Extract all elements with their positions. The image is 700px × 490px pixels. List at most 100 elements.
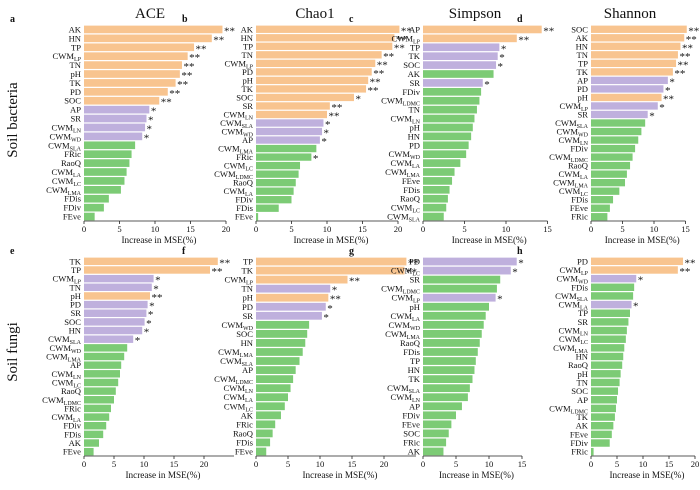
bar-ap [256,136,320,144]
panel-b: bAK **HN **TP **TN **CWMLP **PD **pH **TK **SOC *… [182,14,412,245]
bar-feve [84,212,95,221]
bar-feve [591,204,610,212]
panel-letter: d [517,14,523,25]
x-tick-label: 0 [254,224,258,234]
bar-cwm-ln [423,114,475,123]
significance-marker: ** [370,76,381,88]
significance-marker: ** [152,292,163,304]
bar-ph [423,302,489,311]
significance-marker: ** [329,110,340,122]
bar-raoq [591,361,623,369]
bar-tp [84,266,210,274]
category-label-ap: AP [242,365,253,375]
bar-cwm-lma [256,348,303,356]
x-axis-label: Increase in MSE(%) [293,235,368,245]
panel-letter: g [349,246,354,257]
bar-fdiv [423,411,456,420]
significance-marker: * [518,258,524,270]
bar-soc [256,330,308,338]
x-tick-label: 5 [117,224,121,234]
category-label-raoq: RaoQ [233,428,254,438]
significance-marker: * [332,285,338,297]
bar-tk [423,375,473,383]
category-label-ap: AP [242,135,253,145]
category-label-hn: HN [576,352,589,362]
category-label-fric: FRic [236,419,253,429]
category-label-ph: pH [242,75,253,85]
bar-feve [591,430,612,439]
category-label-tp: TP [410,42,420,52]
significance-marker: ** [678,59,689,71]
category-label-tn: TN [242,50,254,60]
bar-hn [423,366,475,374]
x-tick-label: 10 [151,224,160,234]
category-label-sr: SR [70,114,81,124]
x-tick-label: 5 [462,224,466,234]
category-label-fdiv: FDiv [63,421,81,431]
bar-raoq [423,339,480,347]
bar-cwm-lma [84,352,125,361]
significance-marker: * [633,301,639,313]
significance-marker: ** [518,34,529,46]
x-tick-label: 15 [348,459,357,469]
x-tick-label: 10 [316,459,325,469]
bar-raoq [256,178,296,187]
bar-hn [84,34,212,43]
category-label-ak: AK [576,421,589,431]
category-label-feve: FEve [63,447,81,457]
category-label-ap: AP [409,24,420,34]
bar-cwm-lma [423,330,482,338]
bar-ak [256,411,281,420]
category-label-tk: TK [577,412,589,422]
category-label-tk: TK [409,374,421,384]
bar-hn [591,352,624,361]
category-label-fdiv: FDiv [570,144,588,154]
significance-marker: ** [688,25,699,37]
x-tick-label: 0 [589,459,593,469]
bar-raoq [591,161,631,170]
category-label-pd: PD [577,84,588,94]
bar-pd [591,85,664,93]
panel-letter: f [182,246,186,257]
bar-cwm-lc [423,266,511,275]
category-label-sr: SR [242,101,253,111]
bar-fdis [256,204,279,212]
significance-marker: ** [219,257,230,269]
significance-marker: ** [401,25,412,37]
x-tick-label: 0 [82,224,86,234]
bar-soc [591,387,619,395]
bar-cwm-ldmc [423,284,497,293]
bar-fdiv [591,439,610,447]
bar-tk [84,257,218,266]
bar-fdiv [256,196,292,204]
panel-letter: e [10,246,15,257]
category-label-ap: AP [577,395,588,405]
bar-hn [84,326,143,335]
category-label-raoq: RaoQ [233,178,254,188]
category-label-raoq: RaoQ [400,194,421,204]
significance-marker: ** [383,51,394,63]
category-label-hn: HN [408,131,421,141]
x-tick-label: 10 [485,459,494,469]
bar-sr [256,102,330,110]
category-label-tn: TN [409,105,421,115]
bar-ak [84,439,99,447]
bar-cwm-sla [256,357,300,365]
category-label-raoq: RaoQ [61,158,82,168]
x-tick-label: 5 [286,459,290,469]
significance-marker: * [135,335,141,347]
bar-raoq [84,159,130,167]
category-label-ak: AK [408,446,421,456]
bar-cwm-sla [591,119,646,127]
bar-raoq [256,429,273,438]
category-label-fdis: FDis [571,195,588,205]
bar-cwm-lc [591,335,626,343]
bar-cwm-la [256,187,294,195]
bar-ph [423,123,473,132]
bar-cwm-lc [256,402,285,411]
x-tick-label: 15 [518,459,527,469]
bar-cwm-la [591,170,627,178]
bar-fdis [591,196,614,204]
category-label-fdiv: FDiv [402,410,420,420]
bar-cwm-ln [84,370,120,378]
